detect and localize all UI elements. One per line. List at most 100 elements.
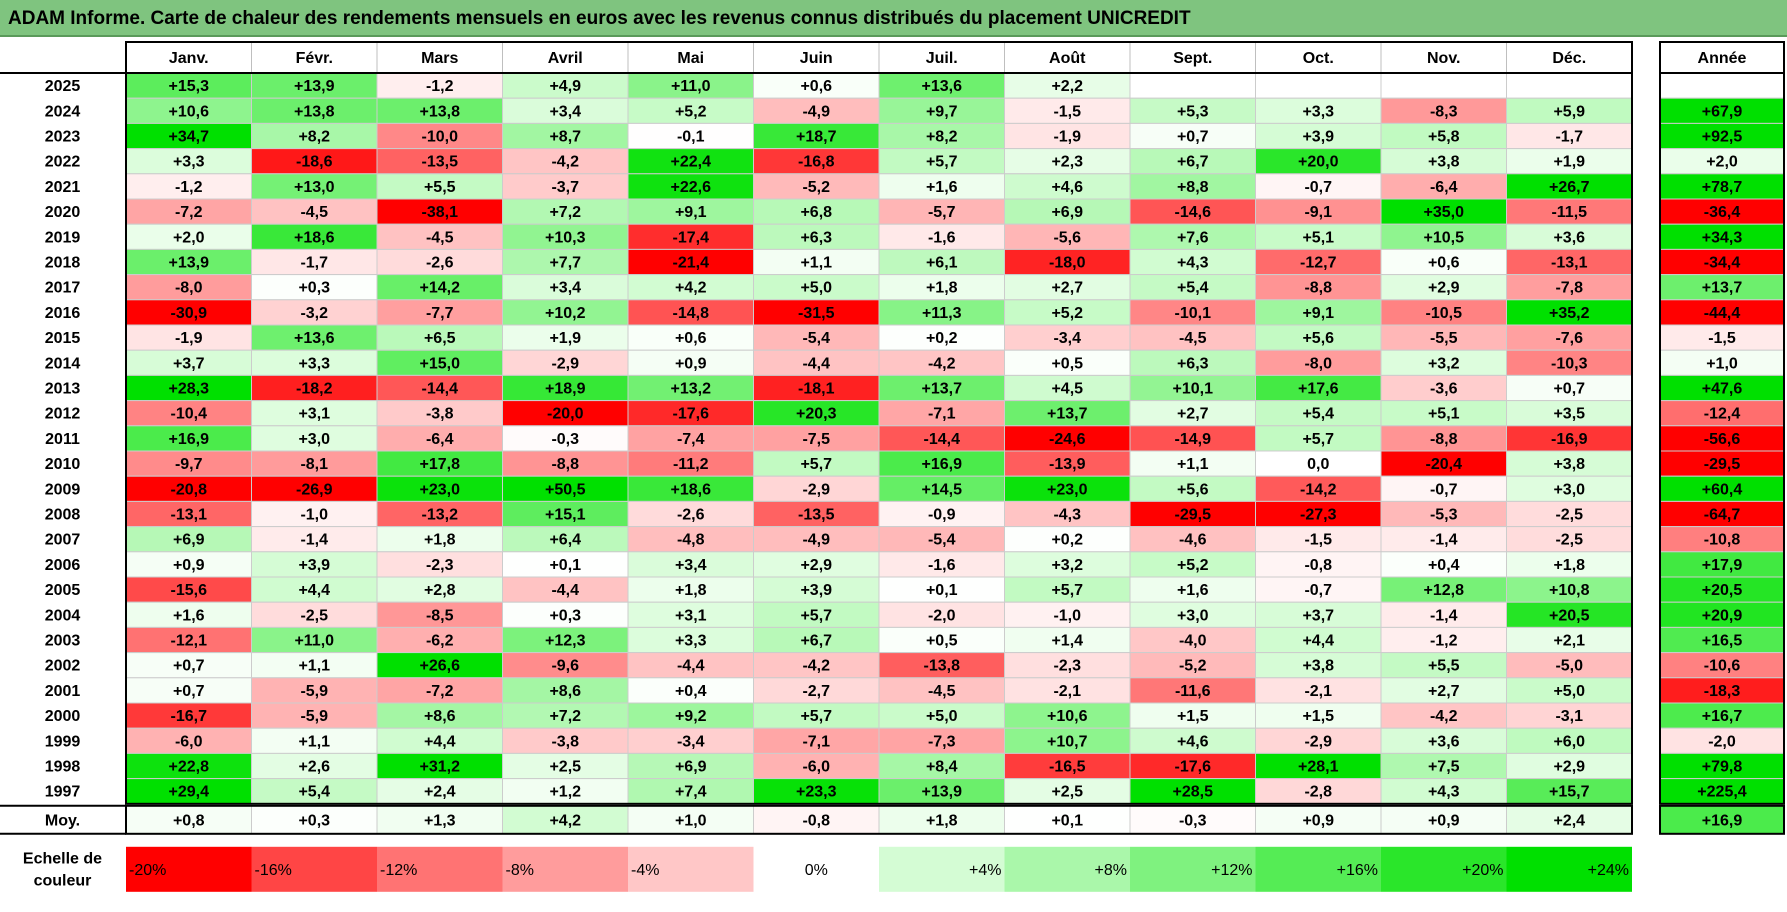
year-total-value: +60,4: [1702, 481, 1743, 498]
cell-value: -9,6: [551, 658, 579, 675]
heatmap-cell: [1255, 248, 1382, 276]
cell-value: +15,1: [545, 507, 586, 524]
cell-value: +13,6: [922, 78, 963, 95]
column-header-label: Août: [1049, 50, 1086, 67]
heatmap-cell: [1255, 299, 1382, 326]
cell-value: +14,2: [420, 280, 461, 297]
legend-swatch: [753, 846, 879, 892]
row-label-year: 2004: [45, 607, 81, 624]
cell-value: +5,4: [1302, 406, 1334, 423]
heatmap-cell: [1129, 374, 1256, 402]
heatmap-cell: [376, 752, 503, 780]
cell-value: +0,1: [549, 557, 581, 574]
heatmap-cell: [1129, 727, 1256, 754]
heatmap-cell: [878, 198, 1005, 225]
heatmap-cell: [878, 626, 1005, 654]
heatmap-cell: [1129, 173, 1256, 200]
cell-value: +13,7: [1047, 406, 1088, 423]
heatmap-cell: [878, 173, 1005, 200]
cell-value: +13,9: [169, 255, 210, 272]
cell-value: -3,2: [300, 305, 328, 322]
heatmap-cell: [125, 97, 252, 124]
cell-value: +0,5: [926, 633, 958, 650]
heatmap-cell: [627, 475, 754, 502]
heatmap-cell: [251, 274, 378, 301]
legend-label: -16%: [255, 862, 292, 879]
cell-value: +1,1: [1177, 456, 1209, 473]
heatmap-cell: [627, 349, 754, 376]
cell-value: +6,9: [675, 759, 707, 776]
cell-value: +5,7: [800, 607, 832, 624]
cell-value: +34,7: [169, 129, 210, 146]
cell-value: +6,0: [1553, 733, 1585, 750]
cell-value: -4,2: [802, 658, 830, 675]
year-total-value: -10,6: [1704, 658, 1741, 675]
cell-value: -8,8: [1430, 431, 1458, 448]
cell-value: -18,2: [296, 381, 333, 398]
heatmap-cell: [753, 349, 880, 376]
legend-label: -20%: [129, 862, 166, 879]
heatmap-cell: [753, 299, 880, 326]
year-total-value: -44,4: [1704, 305, 1741, 322]
cell-value: +23,0: [420, 481, 461, 498]
cell-value: -9,1: [1304, 204, 1332, 221]
heatmap-cell: [1380, 727, 1507, 754]
cell-value: +29,4: [169, 784, 210, 801]
row-label-year: 2006: [45, 557, 81, 574]
heatmap-cell: [1004, 148, 1131, 175]
cell-value: -4,4: [551, 582, 579, 599]
average-value: +0,9: [1302, 812, 1334, 829]
year-total-cell: [1659, 122, 1785, 150]
row-label-year: 2013: [45, 381, 81, 398]
average-cell: [1255, 805, 1382, 835]
legend-label: +12%: [1211, 862, 1252, 879]
year-total-cell: [1659, 526, 1785, 553]
year-total-value: -36,4: [1704, 204, 1741, 221]
year-total-value: +67,9: [1702, 103, 1743, 120]
heatmap-cell: [376, 299, 503, 326]
cell-value: +8,4: [926, 759, 958, 776]
cell-value: +10,1: [1173, 381, 1214, 398]
cell-value: -1,2: [175, 179, 203, 196]
cell-value: +16,9: [922, 456, 963, 473]
cell-value: +4,4: [298, 582, 330, 599]
cell-value: +13,9: [922, 784, 963, 801]
cell-value: -13,5: [798, 507, 835, 524]
cell-value: -17,4: [673, 229, 710, 246]
cell-value: +23,3: [796, 784, 837, 801]
cell-value: -1,0: [1053, 607, 1081, 624]
cell-value: +2,5: [549, 759, 581, 776]
heatmap-cell: [502, 349, 629, 376]
heatmap-cell: [502, 551, 629, 578]
heatmap-cell: [753, 576, 880, 603]
heatmap-cell: [878, 778, 1005, 805]
heatmap-cell: [1506, 324, 1633, 351]
heatmap-cell: [1506, 526, 1633, 553]
cell-value: -7,7: [426, 305, 454, 322]
heatmap-cell: [1380, 274, 1507, 301]
cell-value: +0,6: [800, 78, 832, 95]
year-grid-border: [1659, 72, 1785, 805]
cell-value: -6,0: [802, 759, 830, 776]
column-header-label: Juil.: [926, 50, 958, 67]
average-year-cell: [1659, 805, 1785, 835]
cell-value: +0,3: [549, 607, 581, 624]
year-total-value: +1,0: [1706, 355, 1738, 372]
heatmap-cell: [1506, 752, 1633, 780]
cell-value: -10,4: [171, 406, 208, 423]
heatmap-cell: [753, 198, 880, 225]
cell-value: -2,9: [1304, 733, 1332, 750]
cell-value: +26,7: [1549, 179, 1590, 196]
cell-value: +1,9: [549, 330, 581, 347]
cell-value: +5,0: [1553, 683, 1585, 700]
heatmap-cell: [1004, 349, 1131, 376]
heatmap-cell: [251, 601, 378, 628]
heatmap-cell: [251, 148, 378, 175]
average-cell: [1380, 805, 1507, 835]
year-total-value: -34,4: [1704, 255, 1741, 272]
heatmap-cell: [1004, 727, 1131, 754]
row-label-year: 2012: [45, 406, 81, 423]
year-total-value: -1,5: [1708, 330, 1736, 347]
cell-value: +6,4: [549, 532, 581, 549]
cell-value: +28,3: [169, 381, 210, 398]
